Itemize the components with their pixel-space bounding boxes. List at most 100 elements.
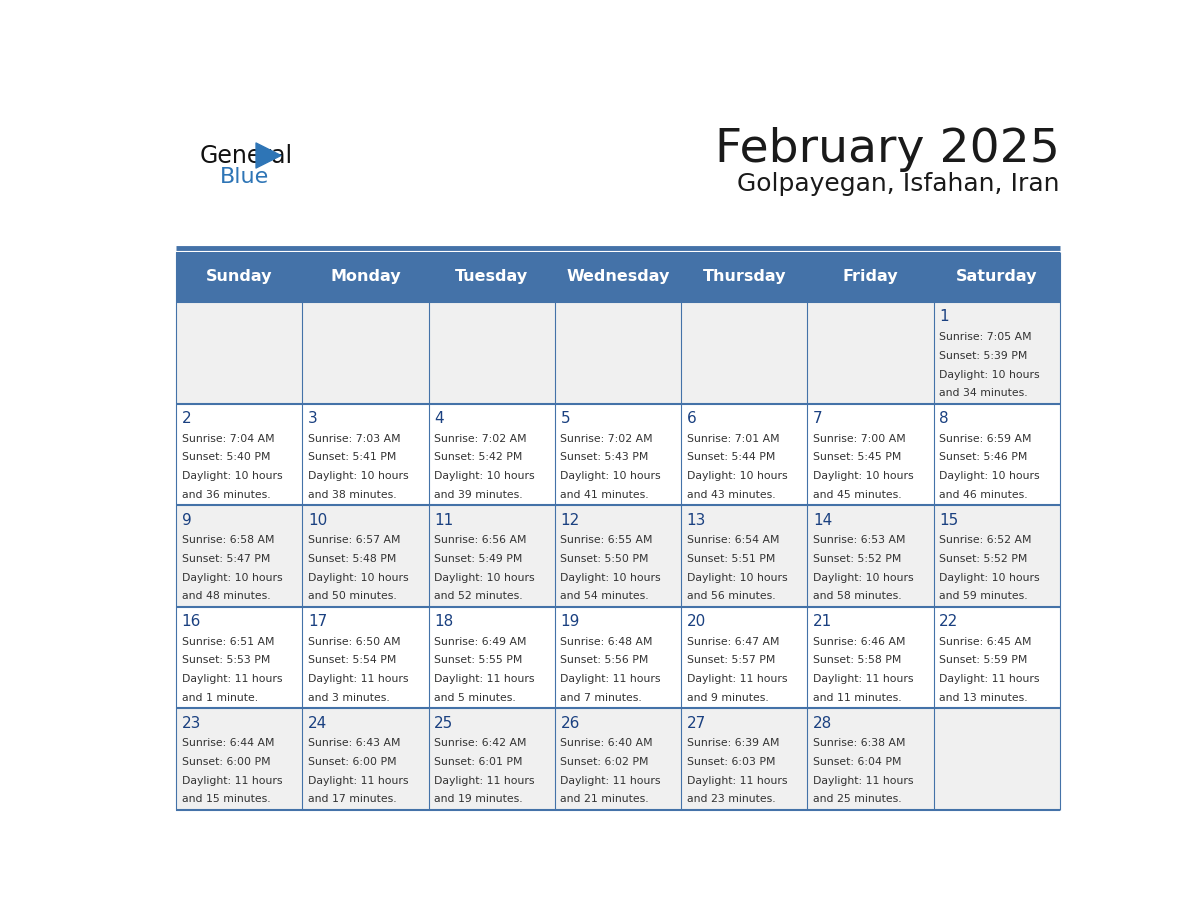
Text: Sunset: 6:01 PM: Sunset: 6:01 PM bbox=[434, 757, 523, 767]
Text: and 11 minutes.: and 11 minutes. bbox=[813, 693, 902, 703]
Text: Daylight: 10 hours: Daylight: 10 hours bbox=[561, 471, 661, 481]
Text: 17: 17 bbox=[308, 614, 327, 629]
Text: Daylight: 10 hours: Daylight: 10 hours bbox=[434, 573, 535, 583]
Text: Sunset: 5:44 PM: Sunset: 5:44 PM bbox=[687, 453, 775, 463]
Text: and 43 minutes.: and 43 minutes. bbox=[687, 490, 776, 500]
Text: Sunrise: 6:59 AM: Sunrise: 6:59 AM bbox=[940, 433, 1031, 443]
Text: 3: 3 bbox=[308, 411, 317, 426]
Text: Daylight: 11 hours: Daylight: 11 hours bbox=[687, 776, 788, 786]
Text: Sunset: 5:40 PM: Sunset: 5:40 PM bbox=[182, 453, 270, 463]
Text: and 9 minutes.: and 9 minutes. bbox=[687, 693, 769, 703]
Bar bbox=[429, 506, 555, 607]
Text: Sunset: 6:00 PM: Sunset: 6:00 PM bbox=[308, 757, 397, 767]
Text: Sunrise: 7:04 AM: Sunrise: 7:04 AM bbox=[182, 433, 274, 443]
Text: Daylight: 11 hours: Daylight: 11 hours bbox=[434, 674, 535, 684]
Text: Daylight: 11 hours: Daylight: 11 hours bbox=[561, 674, 661, 684]
Text: 5: 5 bbox=[561, 411, 570, 426]
Bar bbox=[303, 404, 429, 506]
Text: and 34 minutes.: and 34 minutes. bbox=[940, 388, 1028, 398]
Text: 14: 14 bbox=[813, 512, 833, 528]
Text: Sunrise: 6:48 AM: Sunrise: 6:48 AM bbox=[561, 636, 653, 646]
Text: Daylight: 11 hours: Daylight: 11 hours bbox=[813, 776, 914, 786]
Text: Sunset: 5:58 PM: Sunset: 5:58 PM bbox=[813, 655, 902, 666]
Text: Sunrise: 7:02 AM: Sunrise: 7:02 AM bbox=[561, 433, 653, 443]
Text: and 38 minutes.: and 38 minutes. bbox=[308, 490, 397, 500]
Text: Sunset: 5:43 PM: Sunset: 5:43 PM bbox=[561, 453, 649, 463]
Text: Tuesday: Tuesday bbox=[455, 270, 529, 285]
Text: 9: 9 bbox=[182, 512, 191, 528]
Text: Daylight: 10 hours: Daylight: 10 hours bbox=[308, 471, 409, 481]
Text: Daylight: 11 hours: Daylight: 11 hours bbox=[940, 674, 1040, 684]
Text: Sunrise: 6:50 AM: Sunrise: 6:50 AM bbox=[308, 636, 400, 646]
Text: 22: 22 bbox=[940, 614, 959, 629]
Text: 2: 2 bbox=[182, 411, 191, 426]
Text: Sunrise: 7:01 AM: Sunrise: 7:01 AM bbox=[687, 433, 779, 443]
Text: Sunrise: 6:44 AM: Sunrise: 6:44 AM bbox=[182, 738, 274, 748]
Text: 6: 6 bbox=[687, 411, 696, 426]
Text: Sunset: 5:57 PM: Sunset: 5:57 PM bbox=[687, 655, 775, 666]
Text: Daylight: 10 hours: Daylight: 10 hours bbox=[561, 573, 661, 583]
Text: Sunrise: 6:58 AM: Sunrise: 6:58 AM bbox=[182, 535, 274, 545]
Text: Sunset: 5:41 PM: Sunset: 5:41 PM bbox=[308, 453, 397, 463]
Bar bbox=[808, 302, 934, 404]
Text: Daylight: 11 hours: Daylight: 11 hours bbox=[813, 674, 914, 684]
Text: 10: 10 bbox=[308, 512, 327, 528]
Text: Daylight: 10 hours: Daylight: 10 hours bbox=[182, 573, 283, 583]
Text: and 17 minutes.: and 17 minutes. bbox=[308, 794, 397, 804]
Text: 19: 19 bbox=[561, 614, 580, 629]
Text: Daylight: 10 hours: Daylight: 10 hours bbox=[182, 471, 283, 481]
Text: Daylight: 10 hours: Daylight: 10 hours bbox=[813, 471, 914, 481]
Text: Sunset: 5:52 PM: Sunset: 5:52 PM bbox=[813, 554, 902, 564]
Bar bbox=[934, 709, 1060, 810]
Text: Sunset: 5:47 PM: Sunset: 5:47 PM bbox=[182, 554, 270, 564]
Bar bbox=[303, 506, 429, 607]
Bar bbox=[555, 709, 681, 810]
Text: Sunrise: 6:57 AM: Sunrise: 6:57 AM bbox=[308, 535, 400, 545]
Bar bbox=[176, 252, 303, 302]
Bar bbox=[934, 252, 1060, 302]
Bar bbox=[429, 404, 555, 506]
Bar bbox=[176, 302, 303, 404]
Text: Daylight: 10 hours: Daylight: 10 hours bbox=[434, 471, 535, 481]
Text: Sunrise: 7:02 AM: Sunrise: 7:02 AM bbox=[434, 433, 526, 443]
Text: Daylight: 10 hours: Daylight: 10 hours bbox=[940, 370, 1040, 380]
Text: and 15 minutes.: and 15 minutes. bbox=[182, 794, 271, 804]
Text: Sunrise: 6:43 AM: Sunrise: 6:43 AM bbox=[308, 738, 400, 748]
Text: Sunrise: 6:45 AM: Sunrise: 6:45 AM bbox=[940, 636, 1031, 646]
Text: and 41 minutes.: and 41 minutes. bbox=[561, 490, 649, 500]
Text: Saturday: Saturday bbox=[956, 270, 1037, 285]
Text: Sunset: 5:52 PM: Sunset: 5:52 PM bbox=[940, 554, 1028, 564]
Text: February 2025: February 2025 bbox=[715, 127, 1060, 172]
Text: 25: 25 bbox=[434, 715, 454, 731]
Text: 26: 26 bbox=[561, 715, 580, 731]
Text: and 46 minutes.: and 46 minutes. bbox=[940, 490, 1028, 500]
Text: Sunrise: 7:05 AM: Sunrise: 7:05 AM bbox=[940, 332, 1032, 342]
Text: and 58 minutes.: and 58 minutes. bbox=[813, 591, 902, 601]
Text: Sunrise: 6:55 AM: Sunrise: 6:55 AM bbox=[561, 535, 653, 545]
Text: 4: 4 bbox=[434, 411, 444, 426]
Bar bbox=[681, 252, 808, 302]
Text: Daylight: 11 hours: Daylight: 11 hours bbox=[561, 776, 661, 786]
Text: Sunday: Sunday bbox=[206, 270, 272, 285]
Text: Sunset: 5:46 PM: Sunset: 5:46 PM bbox=[940, 453, 1028, 463]
Text: and 56 minutes.: and 56 minutes. bbox=[687, 591, 776, 601]
Bar bbox=[681, 709, 808, 810]
Bar bbox=[303, 607, 429, 709]
Bar bbox=[555, 607, 681, 709]
Text: Sunset: 5:50 PM: Sunset: 5:50 PM bbox=[561, 554, 649, 564]
Text: Sunrise: 6:46 AM: Sunrise: 6:46 AM bbox=[813, 636, 905, 646]
Text: and 54 minutes.: and 54 minutes. bbox=[561, 591, 649, 601]
Text: Sunset: 6:04 PM: Sunset: 6:04 PM bbox=[813, 757, 902, 767]
Text: 11: 11 bbox=[434, 512, 454, 528]
Text: 27: 27 bbox=[687, 715, 706, 731]
Text: and 50 minutes.: and 50 minutes. bbox=[308, 591, 397, 601]
Text: Sunset: 6:02 PM: Sunset: 6:02 PM bbox=[561, 757, 649, 767]
Text: Sunset: 6:00 PM: Sunset: 6:00 PM bbox=[182, 757, 271, 767]
Bar bbox=[681, 607, 808, 709]
Text: Friday: Friday bbox=[842, 270, 898, 285]
Text: Sunset: 5:56 PM: Sunset: 5:56 PM bbox=[561, 655, 649, 666]
Text: and 52 minutes.: and 52 minutes. bbox=[434, 591, 523, 601]
Text: and 13 minutes.: and 13 minutes. bbox=[940, 693, 1028, 703]
Bar bbox=[808, 607, 934, 709]
Text: and 59 minutes.: and 59 minutes. bbox=[940, 591, 1028, 601]
